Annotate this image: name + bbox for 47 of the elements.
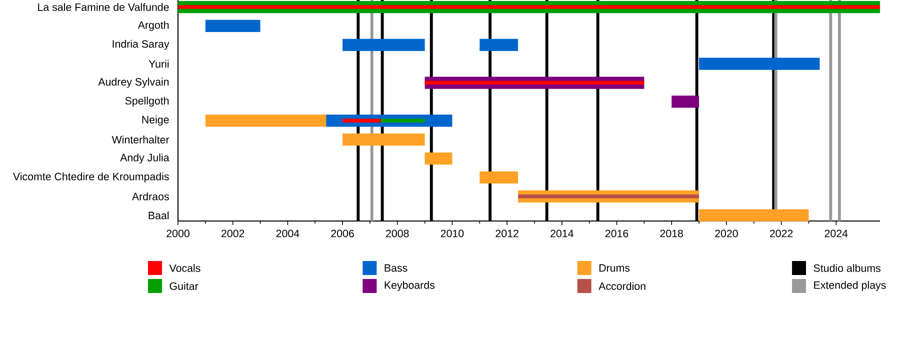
x-tick-label: 2012	[496, 230, 518, 238]
legend-label: Guitar	[170, 282, 198, 290]
x-tick-label: 2022	[770, 230, 793, 238]
bar	[518, 194, 700, 198]
legend-label: Keyboards	[384, 281, 435, 291]
x-tick-label: 2010	[440, 230, 464, 238]
x-tick-label: 2018	[660, 230, 683, 238]
legend-label: Studio albums	[814, 264, 880, 272]
x-tick-label: 2008	[386, 230, 409, 238]
legend-label: Accordion	[598, 282, 646, 290]
y-tick-label: Indria Saray	[112, 40, 170, 50]
x-tick-label: 2006	[331, 230, 354, 238]
bar	[205, 20, 260, 32]
y-tick-label: Neige	[142, 116, 169, 126]
y-tick-label: Baal	[148, 211, 169, 220]
legend-label: Extended plays	[814, 281, 886, 291]
bar	[342, 38, 425, 51]
y-tick-label: Andy Julia	[120, 154, 170, 164]
bar	[424, 152, 452, 165]
x-tick-label: 2016	[605, 230, 628, 238]
x-tick-label: 2002	[222, 230, 244, 238]
bar	[480, 171, 518, 184]
x-tick-label: 2020	[715, 230, 738, 238]
legend-label: Vocals	[169, 264, 200, 272]
y-tick-label: Spellgoth	[125, 96, 169, 107]
x-tick-label: 2024	[824, 230, 848, 238]
legend-label: Drums	[599, 264, 630, 272]
bar	[342, 118, 381, 123]
x-tick-label: 2014	[550, 230, 574, 238]
bar	[480, 38, 518, 51]
y-tick-label: Yurii	[148, 60, 169, 68]
bar	[699, 58, 820, 70]
y-tick-label: Winterhalter	[112, 136, 170, 144]
bar	[672, 96, 700, 108]
bar	[699, 209, 809, 222]
y-tick-label: Vicomte Chtedire de Kroumpadis	[13, 172, 169, 182]
bar	[205, 114, 326, 127]
bar	[342, 134, 425, 146]
y-tick-label: Ardraos	[132, 192, 169, 200]
legend-label: Bass	[384, 264, 408, 272]
y-tick-label: Argoth	[138, 20, 169, 31]
bar	[424, 80, 644, 85]
bar	[178, 5, 880, 9]
y-tick-label: Audrey Sylvain	[98, 78, 169, 88]
x-tick-label: 2004	[276, 230, 300, 238]
y-tick-label: La sale Famine de Valfunde	[38, 3, 169, 11]
x-tick-label: 2000	[166, 230, 190, 238]
